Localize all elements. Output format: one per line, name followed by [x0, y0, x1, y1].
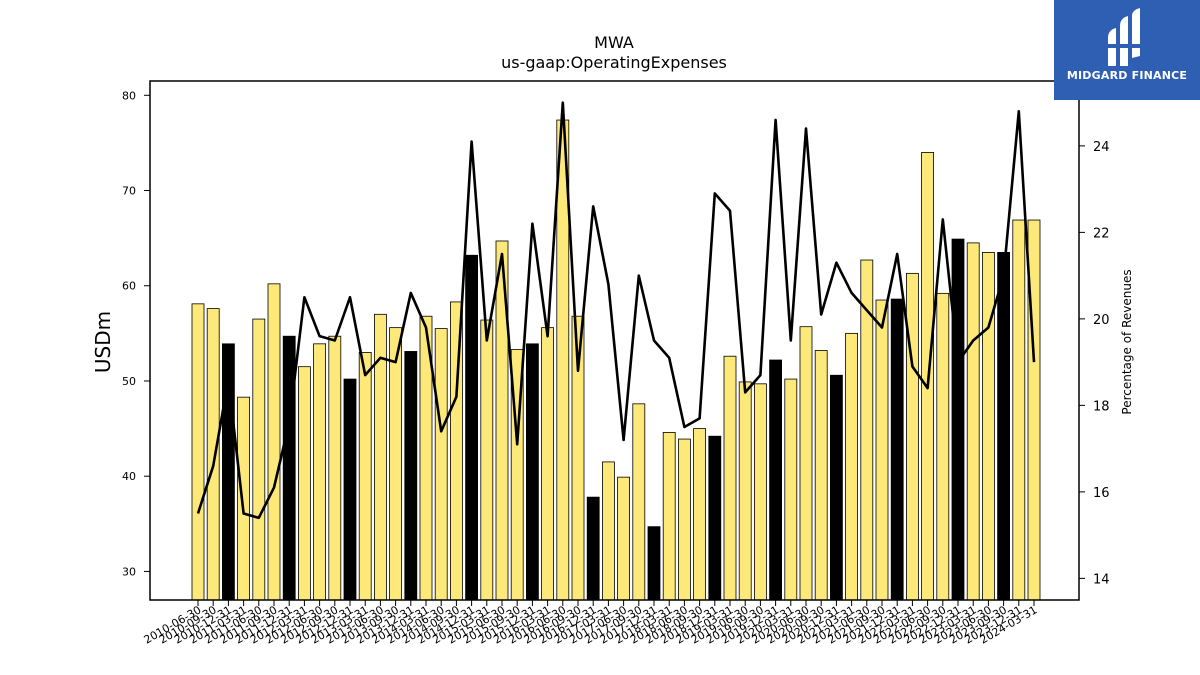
y-axis-right: 14 16 18 20 22 24	[1079, 140, 1110, 587]
y2-tick-label: 16	[1093, 486, 1110, 501]
bar-2014-12-31	[465, 254, 479, 601]
bar-2017-06-30	[617, 476, 630, 601]
bar-2011-06-30	[252, 318, 266, 601]
bar-2018-06-30	[678, 438, 691, 601]
bar-2022-03-31	[906, 272, 919, 601]
bar-2021-12-31	[890, 298, 904, 601]
bar-2013-03-31	[358, 351, 372, 601]
bar-2012-12-31	[343, 378, 357, 601]
bar-2011-03-31	[237, 396, 251, 601]
y-tick-label: 50	[122, 375, 136, 388]
bar-2019-03-31	[723, 355, 737, 601]
y-tick-label: 40	[122, 470, 136, 483]
bar-2012-03-31	[297, 366, 311, 601]
bar-2015-03-31	[480, 319, 494, 601]
bar-2020-12-31	[830, 374, 843, 601]
plot-frame	[149, 80, 1080, 601]
y-tick-label: 60	[122, 280, 136, 293]
y2-tick-label: 22	[1093, 226, 1110, 241]
bar-2023-12-31	[1012, 219, 1026, 601]
bar-2017-09-30	[632, 403, 646, 601]
bar-2013-09-30	[389, 327, 403, 601]
bar-2022-09-30	[936, 292, 950, 601]
bar-2021-09-30	[875, 299, 889, 601]
bar-2010-09-30	[206, 308, 220, 601]
bar-2021-03-31	[845, 332, 858, 601]
y-tick-label: 80	[122, 89, 136, 102]
bar-2014-06-30	[434, 328, 448, 601]
bar-2017-03-31	[602, 461, 615, 601]
bar-2012-09-30	[328, 335, 342, 601]
percentage-of-revenues-line	[196, 101, 1036, 520]
bar-2016-12-31	[586, 496, 600, 601]
y2-tick-label: 24	[1093, 140, 1110, 155]
logo-text: MIDGARD FINANCE	[1066, 69, 1188, 82]
bar-2010-06-30	[191, 303, 205, 601]
x-axis: 2010-06-302010-09-302010-12-312011-03-31…	[142, 600, 1040, 647]
bar-2023-09-30	[997, 252, 1010, 601]
midgard-finance-logo: MIDGARD FINANCE	[1054, 0, 1200, 100]
bar-2018-09-30	[693, 428, 706, 601]
midgard-logo-icon	[1106, 8, 1146, 66]
bar-2018-12-31	[708, 435, 722, 601]
line-series	[196, 101, 1036, 520]
bar-2019-09-30	[754, 383, 767, 601]
y-axis-label: USDm	[91, 311, 115, 373]
y2-tick-label: 18	[1093, 399, 1110, 414]
bar-2017-12-31	[647, 526, 661, 601]
bar-2013-12-31	[404, 351, 418, 601]
y2-tick-label: 14	[1093, 572, 1110, 587]
bar-2019-12-31	[769, 359, 782, 601]
bar-2019-06-30	[738, 381, 752, 601]
bar-2018-03-31	[662, 431, 676, 601]
chart-subtitle: us-gaap:OperatingExpenses	[501, 53, 727, 72]
y-tick-label: 30	[122, 565, 136, 578]
y-tick-label: 70	[122, 185, 136, 198]
y-axis-left: 30 40 50 60 70 80	[122, 89, 150, 578]
bar-2023-03-31	[966, 242, 980, 601]
bar-2011-09-30	[267, 283, 281, 601]
y2-tick-label: 20	[1093, 313, 1110, 328]
chart-title: MWA	[594, 33, 634, 52]
bar-2016-03-31	[541, 327, 554, 601]
bar-2022-12-31	[951, 238, 965, 601]
y2-axis-label: Percentage of Revenues	[1120, 269, 1134, 414]
bar-2020-09-30	[814, 350, 828, 601]
bar-2020-06-30	[799, 326, 813, 601]
bar-2020-03-31	[784, 378, 798, 601]
bar-2011-12-31	[282, 335, 296, 601]
bar-2012-06-30	[313, 343, 327, 601]
bar-2015-12-31	[526, 343, 539, 601]
bar-2023-06-30	[982, 252, 995, 601]
